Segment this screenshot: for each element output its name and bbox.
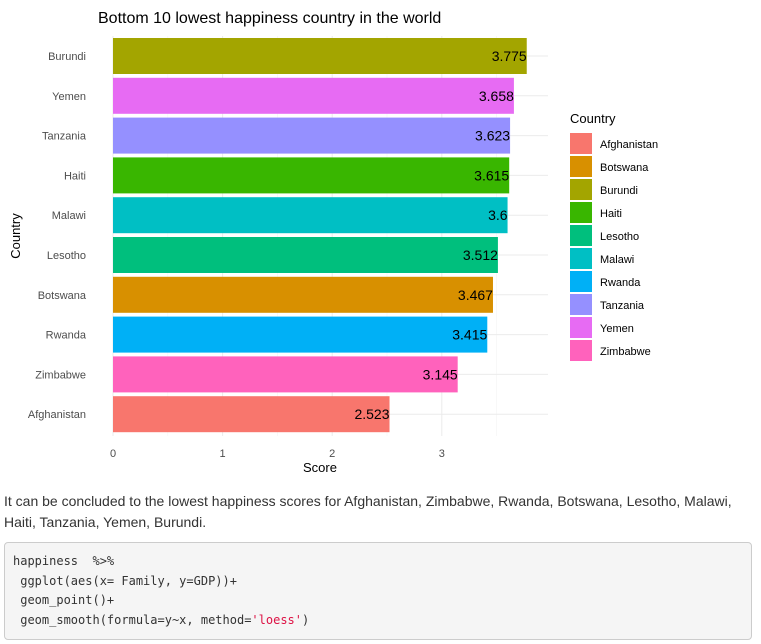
x-tick-label: 2 (329, 448, 335, 460)
bar-malawi (113, 197, 508, 234)
legend-label: Yemen (600, 323, 634, 335)
y-axis-tick-labels: Burundi Yemen Tanzania Haiti Malawi Lesotho Bo… (28, 51, 87, 421)
legend-key (570, 294, 592, 315)
y-tick-label: Rwanda (46, 330, 87, 342)
y-tick-label: Malawi (52, 210, 86, 222)
legend-label: Botswana (600, 162, 649, 174)
y-tick-label: Yemen (52, 91, 86, 103)
x-axis-tick-labels: 0 1 2 3 (110, 448, 445, 460)
chart-legend: Country Afghanistan Botswana Burundi Haiti L… (570, 111, 658, 361)
y-tick-label: Lesotho (47, 250, 86, 262)
value-label: 3.615 (474, 167, 509, 183)
conclusion-text: It can be concluded to the lowest happin… (4, 493, 732, 530)
legend-key (570, 202, 592, 223)
legend-label: Afghanistan (600, 139, 658, 151)
y-tick-label: Tanzania (42, 131, 87, 143)
bar-rwanda (113, 316, 488, 353)
legend-key (570, 133, 592, 154)
legend-label: Malawi (600, 254, 634, 266)
chart-title: Bottom 10 lowest happiness country in th… (98, 10, 441, 27)
bar-tanzania (113, 117, 511, 154)
value-label: 3.512 (463, 247, 498, 263)
bar-botswana (113, 276, 493, 313)
value-label: 3.775 (492, 48, 527, 64)
legend-label: Tanzania (600, 300, 645, 312)
code-block: happiness %>% ggplot(aes(x= Family, y=GD… (4, 542, 752, 640)
legend-key (570, 248, 592, 269)
y-tick-label: Afghanistan (28, 409, 86, 421)
bar-afghanistan (113, 396, 390, 433)
y-axis-title: Country (8, 213, 23, 259)
value-label: 3.467 (458, 287, 493, 303)
chart-value-labels: 3.775 3.658 3.623 3.615 3.6 3.512 3.467 3.415 3.… (354, 48, 526, 422)
legend-key (570, 340, 592, 361)
value-label: 2.523 (354, 406, 389, 422)
bar-yemen (113, 77, 514, 114)
code-line: happiness %>% (13, 554, 115, 568)
x-tick-label: 3 (439, 448, 445, 460)
chart-bars (113, 38, 527, 433)
x-axis-title: Score (303, 460, 337, 475)
legend-key (570, 156, 592, 177)
x-tick-label: 1 (220, 448, 226, 460)
code-line: geom_smooth(formula=y~x, method='loess') (13, 612, 310, 627)
x-tick-label: 0 (110, 448, 116, 460)
legend-title: Country (570, 111, 616, 126)
legend-label: Rwanda (600, 277, 641, 289)
value-label: 3.658 (479, 88, 514, 104)
bar-haiti (113, 157, 510, 194)
bar-lesotho (113, 237, 498, 273)
legend-label: Lesotho (600, 231, 639, 243)
y-tick-label: Zimbabwe (35, 369, 86, 381)
legend-label: Burundi (600, 185, 638, 197)
code-line: geom_point()+ (13, 593, 115, 607)
legend-label: Haiti (600, 208, 622, 220)
value-label: 3.623 (475, 128, 510, 144)
y-tick-label: Botswana (38, 290, 87, 302)
bar-zimbabwe (113, 356, 458, 393)
value-label: 3.6 (488, 207, 508, 223)
bar-chart: 3.775 3.658 3.623 3.615 3.6 3.512 3.467 3.415 3.… (8, 10, 658, 475)
bar-burundi (113, 38, 527, 74)
legend-label: Zimbabwe (600, 346, 651, 358)
legend-key (570, 179, 592, 200)
legend-key (570, 225, 592, 246)
value-label: 3.415 (452, 327, 487, 343)
code-line: ggplot(aes(x= Family, y=GDP))+ (13, 573, 237, 588)
legend-key (570, 271, 592, 292)
y-tick-label: Burundi (48, 51, 86, 63)
legend-key (570, 317, 592, 338)
y-tick-label: Haiti (64, 170, 86, 182)
value-label: 3.145 (423, 366, 458, 382)
